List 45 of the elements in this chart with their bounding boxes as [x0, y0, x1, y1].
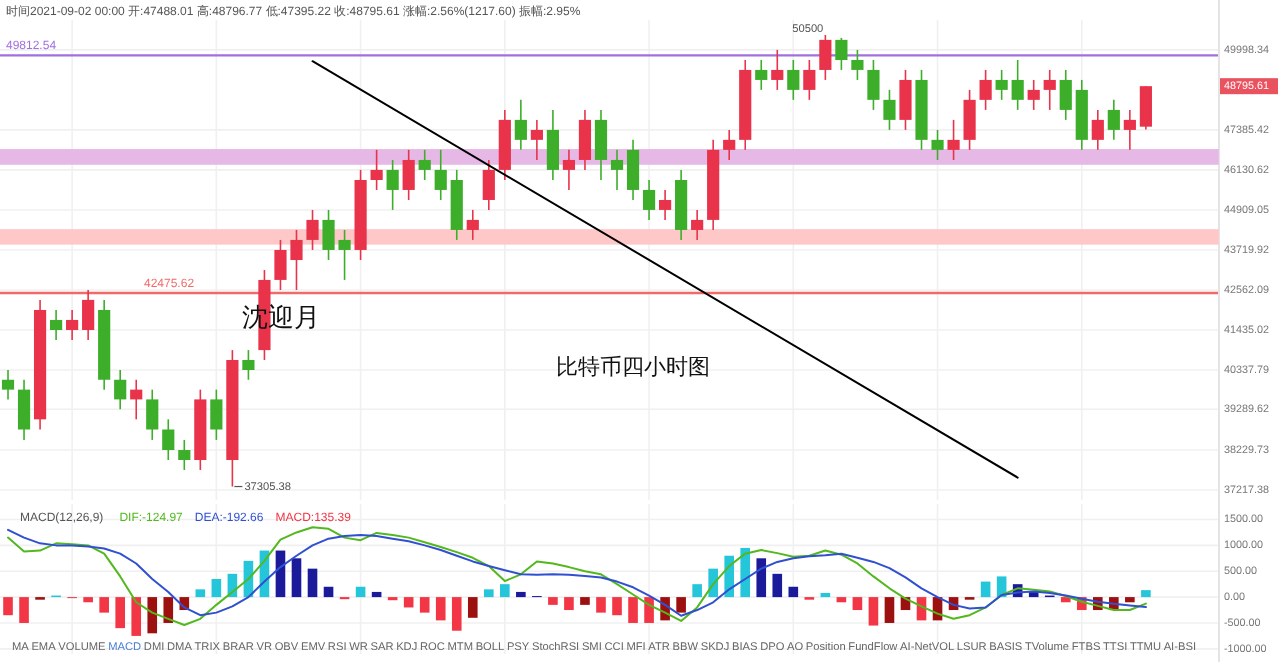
bar	[307, 568, 318, 598]
bar	[820, 592, 831, 598]
bar	[115, 597, 126, 629]
bar	[516, 591, 526, 598]
bar	[836, 597, 847, 603]
bar	[83, 597, 93, 603]
annotation: 比特币四小时图	[556, 354, 710, 380]
bar	[772, 573, 783, 598]
bar	[435, 597, 446, 621]
bar	[355, 586, 366, 598]
bar	[756, 558, 767, 598]
bar	[163, 597, 174, 623]
bar	[740, 547, 751, 598]
bar	[19, 597, 29, 623]
bar	[596, 597, 606, 613]
bar	[612, 597, 622, 616]
bar	[564, 597, 574, 611]
bar	[788, 586, 799, 598]
bar	[1060, 597, 1071, 603]
bar	[628, 597, 638, 623]
bar	[676, 597, 686, 613]
bar	[852, 597, 863, 611]
bar	[1141, 590, 1151, 598]
bar	[291, 558, 302, 598]
bar	[500, 584, 510, 598]
bar	[195, 589, 206, 598]
bar	[3, 597, 13, 616]
bar	[211, 579, 222, 598]
bar	[483, 589, 494, 598]
bar	[451, 597, 462, 631]
bar	[147, 597, 158, 634]
bar	[1125, 597, 1135, 603]
bar	[868, 597, 879, 626]
bar	[884, 597, 895, 623]
bar	[580, 597, 590, 605]
bar	[548, 597, 558, 605]
bar	[371, 591, 382, 598]
bar	[467, 597, 478, 618]
bar	[131, 597, 142, 636]
bar	[419, 597, 430, 613]
bar	[980, 581, 991, 598]
bar	[99, 597, 109, 613]
bar	[692, 584, 702, 598]
bar	[403, 597, 414, 608]
bar	[323, 586, 334, 598]
